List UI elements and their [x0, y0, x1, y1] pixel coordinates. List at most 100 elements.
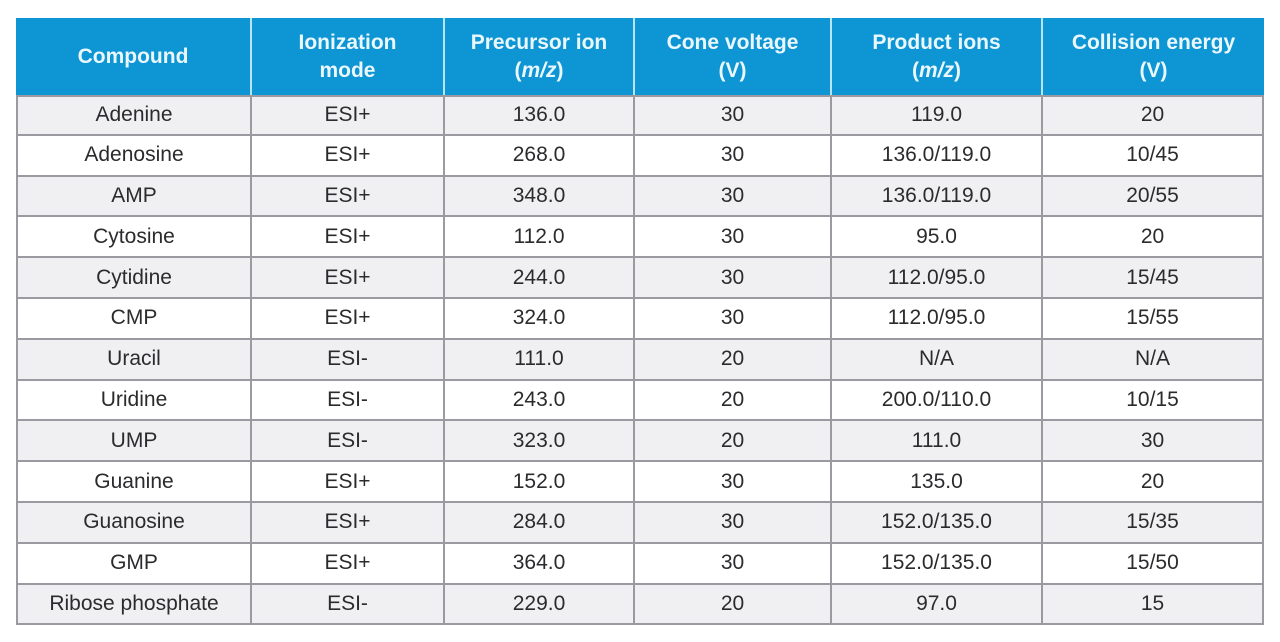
- table-row-amp: AMP ESI+ 348.0 30 136.0/119.0 20/55: [16, 176, 1264, 218]
- cell-value: 284.0: [512, 510, 566, 534]
- cell-guanosine-ionization: ESI+: [252, 502, 445, 544]
- cell-value: 200.0/110.0: [881, 387, 992, 411]
- cell-adenine-product-ions: 119.0: [832, 95, 1043, 136]
- cell-cytosine-product-ions: 95.0: [832, 217, 1043, 259]
- cell-cytidine-collision-energy: 15/45: [1043, 258, 1264, 299]
- cell-value: 364.0: [512, 551, 566, 575]
- cell-value: N/A: [1134, 347, 1170, 371]
- cell-ump-collision-energy: 30: [1043, 421, 1264, 463]
- cell-value: Cytosine: [93, 224, 175, 248]
- cell-uracil-compound: Uracil: [16, 339, 252, 381]
- cell-ump-ionization: ESI-: [252, 421, 445, 463]
- cell-guanosine-precursor-ion: 284.0: [445, 502, 635, 544]
- cell-ribose-phosphate-ionization: ESI-: [252, 584, 445, 626]
- table-row-adenosine: Adenosine ESI+ 268.0 30 136.0/119.0 10/45: [16, 135, 1264, 177]
- cell-value: CMP: [110, 306, 158, 330]
- cell-cytosine-compound: Cytosine: [16, 217, 252, 259]
- cell-value: ESI+: [324, 551, 371, 575]
- cell-value: 30: [720, 265, 745, 289]
- cell-adenosine-ionization: ESI+: [252, 135, 445, 177]
- cell-cmp-collision-energy: 15/55: [1043, 298, 1264, 340]
- cell-cytosine-collision-energy: 20: [1043, 217, 1264, 259]
- cell-adenine-cone-voltage: 30: [635, 95, 832, 136]
- cell-adenosine-compound: Adenosine: [16, 135, 252, 177]
- cell-guanine-collision-energy: 20: [1043, 462, 1264, 503]
- cell-amp-product-ions: 136.0/119.0: [832, 176, 1043, 218]
- cell-ump-product-ions: 111.0: [832, 421, 1043, 463]
- cell-gmp-compound: GMP: [16, 543, 252, 585]
- cell-value: ESI+: [324, 510, 371, 534]
- column-header-compound: Compound: [16, 18, 252, 95]
- cell-value: 324.0: [512, 306, 566, 330]
- cell-ump-precursor-ion: 323.0: [445, 421, 635, 463]
- cell-value: 30: [720, 103, 745, 127]
- cell-value: Cytidine: [96, 265, 172, 289]
- cell-cmp-ionization: ESI+: [252, 298, 445, 340]
- column-subtitle-unit: m/z: [918, 58, 954, 82]
- cell-value: 111.0: [911, 428, 962, 452]
- cell-value: 111.0: [514, 347, 564, 371]
- cell-value: 30: [720, 183, 745, 207]
- cell-value: UMP: [110, 428, 158, 452]
- cell-value: 97.0: [916, 591, 957, 615]
- cell-uracil-precursor-ion: 111.0: [445, 339, 635, 381]
- cell-gmp-cone-voltage: 30: [635, 543, 832, 585]
- cell-gmp-product-ions: 152.0/135.0: [832, 543, 1043, 585]
- column-title: Compound: [77, 44, 189, 68]
- cell-guanine-compound: Guanine: [16, 462, 252, 503]
- cell-value: 10/15: [1126, 387, 1179, 411]
- table-row-gmp: GMP ESI+ 364.0 30 152.0/135.0 15/50: [16, 543, 1264, 585]
- cell-value: ESI-: [327, 428, 368, 452]
- table-row-cytosine: Cytosine ESI+ 112.0 30 95.0 20: [16, 217, 1264, 259]
- cell-value: 20: [720, 591, 745, 615]
- cell-cytidine-precursor-ion: 244.0: [445, 258, 635, 299]
- cell-value: 119.0: [911, 103, 962, 127]
- cell-value: 112.0: [513, 224, 565, 248]
- column-subtitle-paren: ): [954, 58, 961, 82]
- cell-value: Uracil: [107, 347, 161, 371]
- column-subtitle: mode: [319, 58, 376, 82]
- cell-uracil-collision-energy: N/A: [1043, 339, 1264, 381]
- cell-value: Guanine: [94, 469, 174, 493]
- cell-value: 136.0/119.0: [881, 143, 992, 167]
- cell-value: ESI-: [327, 591, 368, 615]
- cell-value: ESI+: [324, 143, 371, 167]
- ms-conditions-table: Compound Ionization mode Precursor ion (m/z)…: [16, 18, 1264, 626]
- cell-cytosine-cone-voltage: 30: [635, 217, 832, 259]
- cell-value: 152.0/135.0: [881, 551, 992, 575]
- table-row-guanine: Guanine ESI+ 152.0 30 135.0 20: [16, 462, 1264, 503]
- cell-guanine-precursor-ion: 152.0: [445, 462, 635, 503]
- cell-ribose-phosphate-compound: Ribose phosphate: [16, 584, 252, 626]
- cell-guanosine-cone-voltage: 30: [635, 502, 832, 544]
- cell-value: 268.0: [512, 143, 566, 167]
- cell-amp-precursor-ion: 348.0: [445, 176, 635, 218]
- cell-value: ESI+: [324, 224, 371, 248]
- table-row-uridine: Uridine ESI- 243.0 20 200.0/110.0 10/15: [16, 380, 1264, 422]
- cell-gmp-precursor-ion: 364.0: [445, 543, 635, 585]
- cell-adenosine-precursor-ion: 268.0: [445, 135, 635, 177]
- cell-value: GMP: [110, 551, 158, 575]
- cell-value: 30: [720, 551, 745, 575]
- cell-value: 323.0: [512, 428, 566, 452]
- table-body: Adenine ESI+ 136.0 30 119.0 20 Adenosine ESI+ 26…: [16, 95, 1264, 626]
- cell-cmp-compound: CMP: [16, 298, 252, 340]
- table-row-ump: UMP ESI- 323.0 20 111.0 30: [16, 421, 1264, 463]
- table-row-uracil: Uracil ESI- 111.0 20 N/A N/A: [16, 339, 1264, 381]
- cell-cytosine-ionization: ESI+: [252, 217, 445, 259]
- cell-uridine-precursor-ion: 243.0: [445, 380, 635, 422]
- cell-value: Adenosine: [84, 143, 184, 167]
- cell-value: 20: [1140, 224, 1165, 248]
- cell-guanosine-collision-energy: 15/35: [1043, 502, 1264, 544]
- cell-ribose-phosphate-cone-voltage: 20: [635, 584, 832, 626]
- cell-guanine-cone-voltage: 30: [635, 462, 832, 503]
- cell-value: 10/45: [1126, 143, 1179, 167]
- column-title: Precursor ion: [470, 30, 608, 54]
- column-header-cone-voltage: Cone voltage (V): [635, 18, 832, 95]
- cell-cytidine-compound: Cytidine: [16, 258, 252, 299]
- cell-value: N/A: [918, 347, 954, 371]
- cell-cmp-cone-voltage: 30: [635, 298, 832, 340]
- cell-ump-cone-voltage: 20: [635, 421, 832, 463]
- cell-value: ESI+: [324, 306, 371, 330]
